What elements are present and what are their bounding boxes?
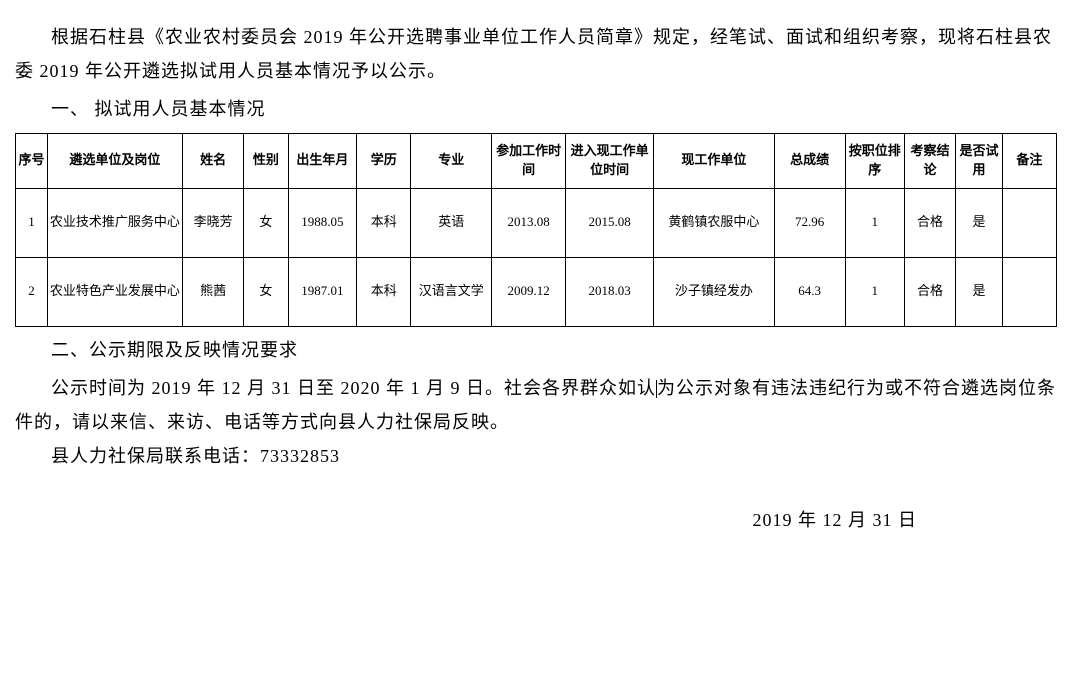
cell-0-10: 72.96 — [774, 188, 845, 257]
section-2-title: 二、公示期限及反映情况要求 — [15, 333, 1057, 367]
cell-1-2: 熊茜 — [182, 257, 243, 326]
table-body: 1农业技术推广服务中心李晓芳女1988.05本科英语2013.082015.08… — [16, 188, 1057, 326]
candidates-table: 序号遴选单位及岗位姓名性别出生年月学历专业参加工作时间进入现工作单位时间现工作单… — [15, 133, 1057, 327]
period-text-part1: 公示时间为 2019 年 12 月 31 日至 2020 年 1 月 9 日。社… — [51, 378, 656, 398]
col-header-3: 性别 — [244, 133, 288, 188]
cell-1-6: 汉语言文学 — [411, 257, 492, 326]
col-header-7: 参加工作时间 — [492, 133, 566, 188]
table-header-row: 序号遴选单位及岗位姓名性别出生年月学历专业参加工作时间进入现工作单位时间现工作单… — [16, 133, 1057, 188]
cell-0-1: 农业技术推广服务中心 — [47, 188, 182, 257]
cell-0-7: 2013.08 — [492, 188, 566, 257]
contact-paragraph: 县人力社保局联系电话：73332853 — [15, 439, 1057, 473]
col-header-0: 序号 — [16, 133, 48, 188]
col-header-5: 学历 — [357, 133, 411, 188]
cell-0-0: 1 — [16, 188, 48, 257]
col-header-8: 进入现工作单位时间 — [565, 133, 653, 188]
cell-0-11: 1 — [845, 188, 904, 257]
cell-0-5: 本科 — [357, 188, 411, 257]
cell-0-12: 合格 — [904, 188, 956, 257]
cell-1-7: 2009.12 — [492, 257, 566, 326]
col-header-1: 遴选单位及岗位 — [47, 133, 182, 188]
cell-1-14 — [1002, 257, 1056, 326]
col-header-14: 备注 — [1002, 133, 1056, 188]
publicity-period-paragraph: 公示时间为 2019 年 12 月 31 日至 2020 年 1 月 9 日。社… — [15, 371, 1057, 439]
col-header-4: 出生年月 — [288, 133, 357, 188]
table-row: 2农业特色产业发展中心熊茜女1987.01本科汉语言文学2009.122018.… — [16, 257, 1057, 326]
col-header-2: 姓名 — [182, 133, 243, 188]
col-header-11: 按职位排序 — [845, 133, 904, 188]
cell-1-1: 农业特色产业发展中心 — [47, 257, 182, 326]
col-header-13: 是否试用 — [956, 133, 1003, 188]
cell-1-11: 1 — [845, 257, 904, 326]
cell-1-12: 合格 — [904, 257, 956, 326]
section-1-title: 一、 拟试用人员基本情况 — [15, 92, 1057, 126]
col-header-12: 考察结论 — [904, 133, 956, 188]
cell-1-13: 是 — [956, 257, 1003, 326]
cell-0-6: 英语 — [411, 188, 492, 257]
cell-1-5: 本科 — [357, 257, 411, 326]
cell-0-4: 1988.05 — [288, 188, 357, 257]
cell-0-3: 女 — [244, 188, 288, 257]
cell-1-4: 1987.01 — [288, 257, 357, 326]
cell-1-3: 女 — [244, 257, 288, 326]
col-header-10: 总成绩 — [774, 133, 845, 188]
intro-paragraph: 根据石柱县《农业农村委员会 2019 年公开选聘事业单位工作人员简章》规定，经笔… — [15, 20, 1057, 88]
col-header-6: 专业 — [411, 133, 492, 188]
cell-1-9: 沙子镇经发办 — [654, 257, 774, 326]
col-header-9: 现工作单位 — [654, 133, 774, 188]
cell-1-10: 64.3 — [774, 257, 845, 326]
cell-0-8: 2015.08 — [565, 188, 653, 257]
table-row: 1农业技术推广服务中心李晓芳女1988.05本科英语2013.082015.08… — [16, 188, 1057, 257]
cell-1-8: 2018.03 — [565, 257, 653, 326]
cell-0-9: 黄鹤镇农服中心 — [654, 188, 774, 257]
cell-0-2: 李晓芳 — [182, 188, 243, 257]
cell-0-14 — [1002, 188, 1056, 257]
cell-0-13: 是 — [956, 188, 1003, 257]
signature-date: 2019 年 12 月 31 日 — [15, 503, 1057, 537]
cell-1-0: 2 — [16, 257, 48, 326]
